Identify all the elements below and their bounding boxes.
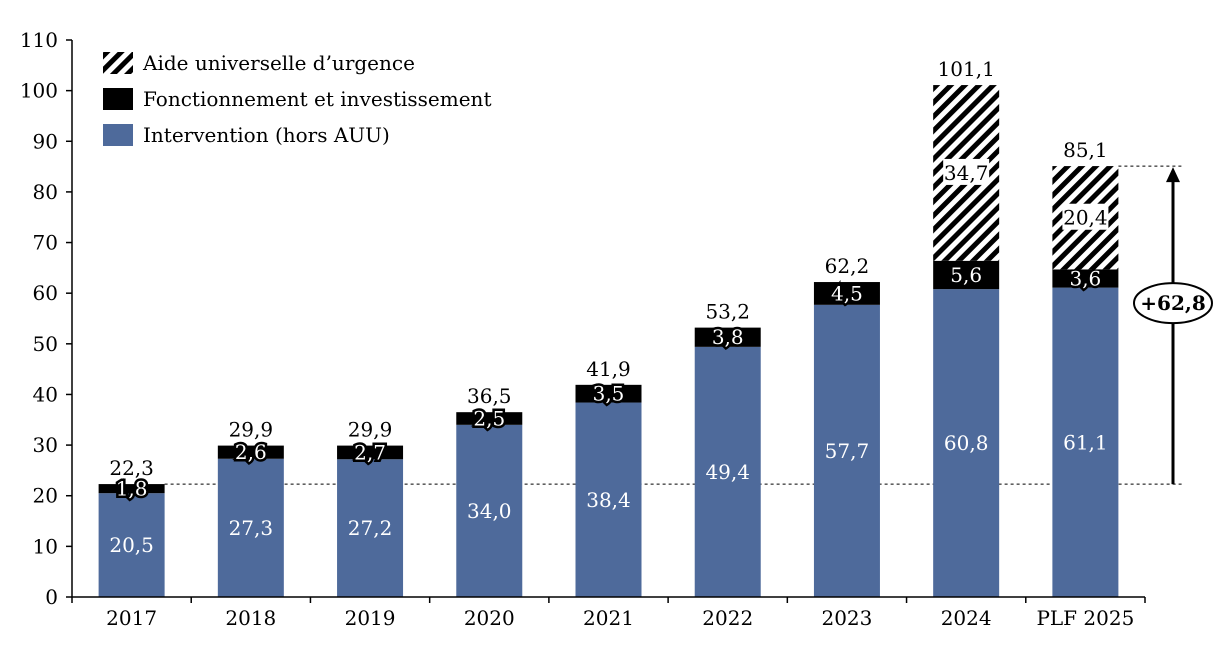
- increase-annotation: +62,8: [1133, 167, 1213, 485]
- y-tick-label: 50: [33, 332, 58, 356]
- data-label: 34,0: [467, 499, 512, 523]
- bar-segment: [813, 282, 880, 305]
- data-label: 3,5: [593, 382, 625, 406]
- total-label: 22,3: [109, 456, 154, 480]
- y-tick-label: 40: [33, 382, 58, 406]
- increase-arrow-head: [1166, 167, 1180, 183]
- total-label: 62,2: [825, 254, 870, 278]
- total-label: 101,1: [938, 57, 995, 81]
- y-tick-label: 80: [33, 180, 58, 204]
- data-label: 5,6: [950, 263, 982, 287]
- x-tick-label: 2022: [702, 606, 753, 630]
- y-tick-label: 100: [20, 79, 58, 103]
- total-label: 36,5: [467, 384, 512, 408]
- x-tick-label: 2018: [225, 606, 276, 630]
- y-tick-label: 30: [33, 433, 58, 457]
- increase-label: +62,8: [1140, 291, 1205, 315]
- x-tick-label: 2020: [464, 606, 515, 630]
- y-tick-label: 60: [33, 281, 58, 305]
- legend-swatch: [103, 124, 133, 146]
- data-label: 2,7: [354, 440, 386, 464]
- data-label: 1,8: [116, 477, 148, 501]
- x-tick-label: 2019: [345, 606, 396, 630]
- bar-segment: [98, 493, 165, 597]
- data-label: 27,3: [229, 516, 274, 540]
- x-tick-label: 2021: [583, 606, 634, 630]
- increase-badge: [1133, 282, 1213, 325]
- x-tick-label: 2023: [821, 606, 872, 630]
- data-label-background: [1062, 203, 1109, 230]
- legend-label: Fonctionnement et investissement: [143, 87, 491, 111]
- bar-segment: [694, 346, 761, 597]
- data-label: 49,4: [705, 460, 750, 484]
- legend: Aide universelle d’urgence Fonctionnement…: [103, 51, 491, 147]
- bar-segment: [933, 289, 1000, 597]
- data-label: 60,8: [944, 431, 989, 455]
- y-tick-label: 110: [20, 28, 58, 52]
- bar-segment: [1052, 269, 1119, 288]
- bar-segment: [694, 327, 761, 347]
- total-label: 41,9: [586, 357, 631, 381]
- data-label: 27,2: [348, 516, 393, 540]
- legend-label: Intervention (hors AUU): [143, 123, 390, 147]
- data-label: 61,1: [1063, 430, 1108, 454]
- bars: 20,51,822,327,32,629,927,22,729,934,02,5…: [98, 57, 1119, 597]
- y-tick-label: 10: [33, 534, 58, 558]
- legend-swatch: [103, 88, 133, 110]
- y-tick-label: 0: [45, 585, 58, 609]
- data-label: 38,4: [586, 488, 631, 512]
- y-axis: 0 10 20 30 40 50 60 70 80 90 100 110: [20, 28, 73, 609]
- total-label: 85,1: [1063, 138, 1108, 162]
- data-label: 4,5: [831, 281, 863, 305]
- legend-swatch: [103, 52, 133, 74]
- bar-segment: [933, 260, 1000, 290]
- data-label: 34,7: [944, 161, 989, 185]
- bar-segment: [337, 459, 404, 597]
- y-tick-label: 20: [33, 484, 58, 508]
- data-label: 57,7: [825, 439, 870, 463]
- bar-segment: [813, 304, 880, 597]
- bar-segment: [575, 402, 642, 597]
- data-label: 3,8: [712, 325, 744, 349]
- total-label: 29,9: [229, 418, 274, 442]
- bar-segment: [1052, 287, 1119, 597]
- bar-segment: [456, 412, 523, 425]
- y-tick-label: 90: [33, 129, 58, 153]
- reference-lines: [164, 165, 1182, 485]
- data-label: 20,5: [109, 533, 154, 557]
- total-label: 29,9: [348, 418, 393, 442]
- bar-segment: [98, 484, 165, 494]
- bar-segment: [456, 424, 523, 597]
- bar-segment: [337, 445, 404, 460]
- x-tick-label: PLF 2025: [1036, 606, 1134, 630]
- data-label: 2,6: [235, 440, 267, 464]
- bar-segment: [575, 384, 642, 403]
- legend-label: Aide universelle d’urgence: [142, 51, 415, 75]
- data-label: 3,6: [1069, 266, 1101, 290]
- bar-segment: [217, 458, 284, 597]
- x-tick-label: 2017: [106, 606, 157, 630]
- total-label: 53,2: [705, 300, 750, 324]
- x-axis: 2017 2018 2019 2020 2021 2022 2023 2024 PLF 2025: [71, 596, 1146, 630]
- data-label-background: [943, 158, 990, 185]
- data-label: 20,4: [1063, 206, 1108, 230]
- y-tick-label: 70: [33, 231, 58, 255]
- bar-segment: [217, 445, 284, 459]
- data-label: 2,5: [473, 407, 505, 431]
- x-tick-label: 2024: [941, 606, 992, 630]
